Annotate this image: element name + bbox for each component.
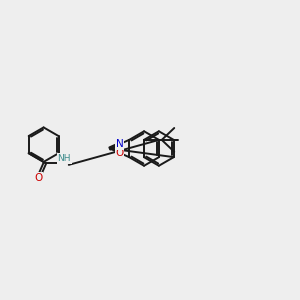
Text: N: N (116, 139, 123, 149)
Text: NH: NH (58, 154, 71, 163)
Text: O: O (115, 148, 124, 158)
Text: O: O (34, 172, 43, 183)
